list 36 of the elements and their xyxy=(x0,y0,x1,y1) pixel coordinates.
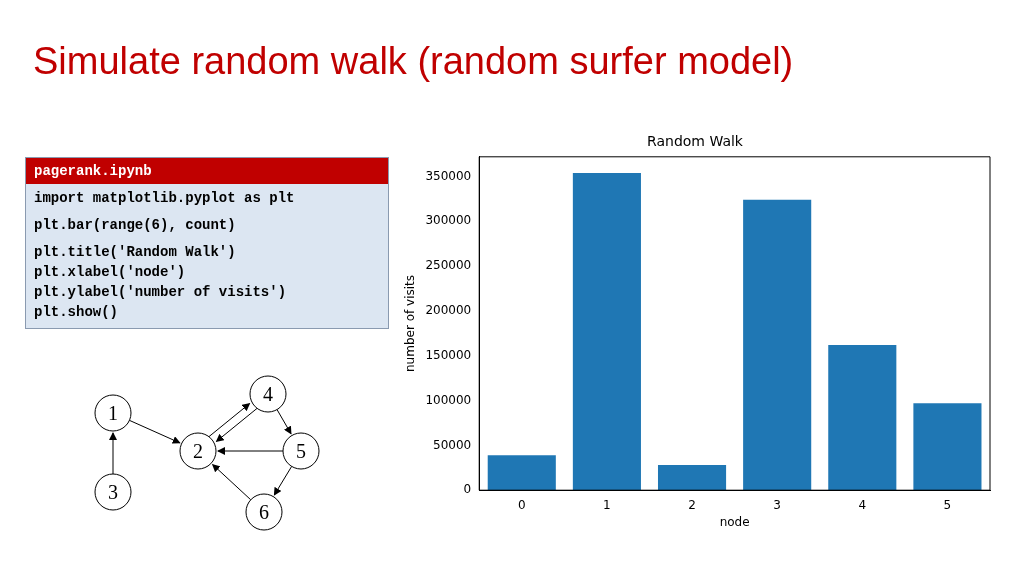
text: import matplotlib.pyplot as plt xyxy=(34,189,296,208)
y-tick-label: 0 xyxy=(463,482,472,497)
x-tick-label: 2 xyxy=(688,497,696,512)
text: 5 xyxy=(296,440,306,462)
x-tick-label: 5 xyxy=(943,497,952,512)
text: plt.bar(range(6), count) xyxy=(34,216,237,235)
bar xyxy=(657,465,727,491)
y-tick-label: 100000 xyxy=(425,392,472,407)
text: pagerank.ipynb xyxy=(26,158,388,184)
x-tick-label: 1 xyxy=(603,497,611,512)
bar xyxy=(487,455,556,491)
y-tick-label: 50000 xyxy=(433,437,472,452)
bar xyxy=(572,172,641,491)
x-axis-title: node xyxy=(719,514,750,529)
x-tick-label: 4 xyxy=(858,497,867,512)
y-tick-label: 200000 xyxy=(425,303,472,318)
bar xyxy=(913,403,982,491)
y-axis-title: number of visits xyxy=(403,274,418,373)
y-tick-label: 300000 xyxy=(425,213,472,228)
bar xyxy=(828,345,897,491)
y-tick-label: 350000 xyxy=(425,168,472,183)
x-tick-label: 0 xyxy=(517,497,526,512)
bar xyxy=(743,199,812,491)
text: 6 xyxy=(259,501,269,523)
y-tick-label: 250000 xyxy=(425,258,472,273)
x-tick-label: 3 xyxy=(773,497,781,512)
chart-title: Random Walk xyxy=(647,133,744,150)
text: 1 xyxy=(108,402,118,424)
y-tick-label: 150000 xyxy=(425,347,472,362)
text: plt.title('Random Walk') xyxy=(34,243,237,262)
text: plt.xlabel('node') xyxy=(34,263,187,282)
text: plt.show() xyxy=(34,303,119,322)
text: plt.ylabel('number of visits') xyxy=(34,283,288,302)
text: 4 xyxy=(263,383,273,405)
text: Simulate random walk (random surfer model) xyxy=(33,40,794,83)
text: 2 xyxy=(193,440,203,462)
